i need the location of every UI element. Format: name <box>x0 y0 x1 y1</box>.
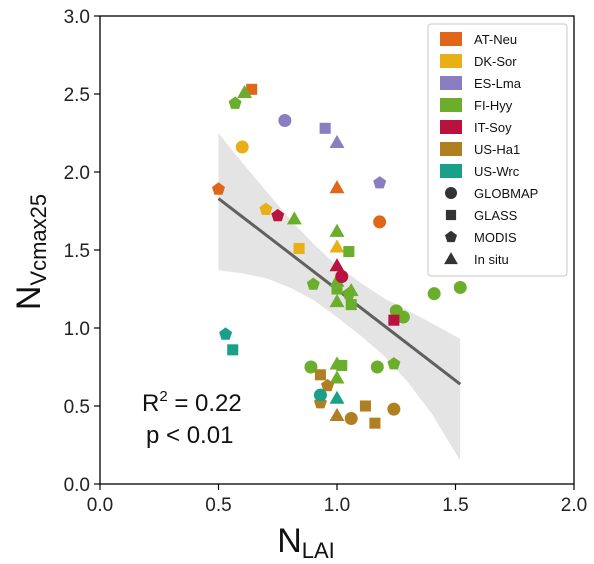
x-tick-label: 0.5 <box>205 495 231 516</box>
data-point <box>329 390 345 404</box>
legend-site-swatch <box>440 54 462 68</box>
legend-site-swatch <box>440 142 462 156</box>
data-point <box>373 176 387 189</box>
legend-site-label: AT-Neu <box>474 32 517 47</box>
data-point <box>329 407 345 421</box>
legend-product-marker <box>445 230 457 243</box>
data-point <box>304 360 318 374</box>
data-point <box>271 208 285 222</box>
data-point <box>212 182 225 195</box>
data-point <box>370 360 384 374</box>
legend-site-swatch <box>440 32 462 46</box>
x-tick-label: 1.0 <box>324 495 350 516</box>
data-point <box>343 283 359 297</box>
data-point <box>321 378 334 392</box>
data-point <box>313 388 327 402</box>
data-point <box>329 180 345 194</box>
y-tick-label: 0.0 <box>64 475 90 496</box>
data-point <box>387 402 401 416</box>
data-point <box>228 96 242 109</box>
data-point <box>344 411 358 425</box>
data-point <box>453 280 467 294</box>
data-point <box>427 287 441 301</box>
r-squared-annotation: R2 = 0.22 <box>142 388 242 417</box>
legend-site-label: IT-Soy <box>474 120 512 135</box>
data-points-layer <box>212 83 467 429</box>
data-point <box>319 122 331 134</box>
y-tick-label: 2.0 <box>64 163 90 184</box>
legend: AT-Neu DK-Sor ES-Lma FI-Hyy IT-Soy US-Ha1 US-W… <box>427 23 568 277</box>
data-point <box>345 299 357 311</box>
data-point <box>335 270 349 284</box>
data-point <box>388 314 400 326</box>
data-point <box>359 400 371 412</box>
legend-site-label: ES-Lma <box>474 76 522 91</box>
confidence-band <box>218 133 461 461</box>
data-point <box>259 202 273 215</box>
data-point <box>396 310 410 324</box>
y-tick-label: 3.0 <box>64 7 90 28</box>
ticks-layer: 0.0 0.5 1.0 1.5 2.0 0.0 0.5 1.0 1.5 2.0 2.5 3.0 <box>64 7 588 516</box>
y-axis-title: NVcmax25 <box>10 194 51 310</box>
data-point <box>237 84 253 99</box>
data-point <box>235 140 249 154</box>
data-point <box>246 83 258 95</box>
data-point <box>293 242 305 254</box>
legend-product-label: GLOBMAP <box>474 186 538 201</box>
data-point <box>329 239 345 253</box>
legend-product-label: In situ <box>474 252 509 267</box>
x-tick-label: 2.0 <box>561 495 587 516</box>
x-tick-label: 1.5 <box>442 495 468 516</box>
data-point <box>286 211 302 225</box>
data-point <box>219 327 233 340</box>
data-point <box>373 215 387 229</box>
legend-product-label: GLASS <box>474 208 518 223</box>
data-point <box>369 417 381 429</box>
data-point <box>314 369 326 381</box>
legend-site-label: US-Ha1 <box>474 142 520 157</box>
data-point <box>331 283 343 295</box>
data-point <box>278 114 292 128</box>
data-point <box>329 294 345 308</box>
legend-box <box>427 23 568 277</box>
legend-site-label: US-Wrc <box>474 164 520 179</box>
x-axis-title: NLAI <box>277 522 335 563</box>
legend-product-label: MODIS <box>474 230 517 245</box>
legend-product-marker <box>445 209 457 221</box>
legend-site-label: FI-Hyy <box>474 98 513 113</box>
confidence-band-layer <box>218 133 461 461</box>
legend-site-swatch <box>440 76 462 90</box>
data-point <box>336 359 348 371</box>
legend-site-swatch <box>440 164 462 178</box>
data-point <box>306 277 320 290</box>
y-tick-label: 2.5 <box>64 85 90 106</box>
data-point <box>343 246 355 258</box>
legend-site-swatch <box>440 98 462 112</box>
legend-site-label: DK-Sor <box>474 54 517 69</box>
y-tick-label: 1.5 <box>64 241 90 262</box>
data-point <box>329 223 345 237</box>
x-tick-label: 0.0 <box>87 495 113 516</box>
data-point <box>387 357 401 370</box>
legend-product-marker <box>444 252 458 265</box>
data-point <box>329 134 345 148</box>
data-point <box>329 370 345 384</box>
legend-site-swatch <box>440 120 462 134</box>
legend-product-marker <box>445 187 457 199</box>
y-tick-label: 1.0 <box>64 319 90 340</box>
data-point <box>329 258 345 272</box>
data-point <box>227 344 239 356</box>
p-value-annotation: p < 0.01 <box>146 422 233 449</box>
y-tick-label: 0.5 <box>64 397 90 418</box>
